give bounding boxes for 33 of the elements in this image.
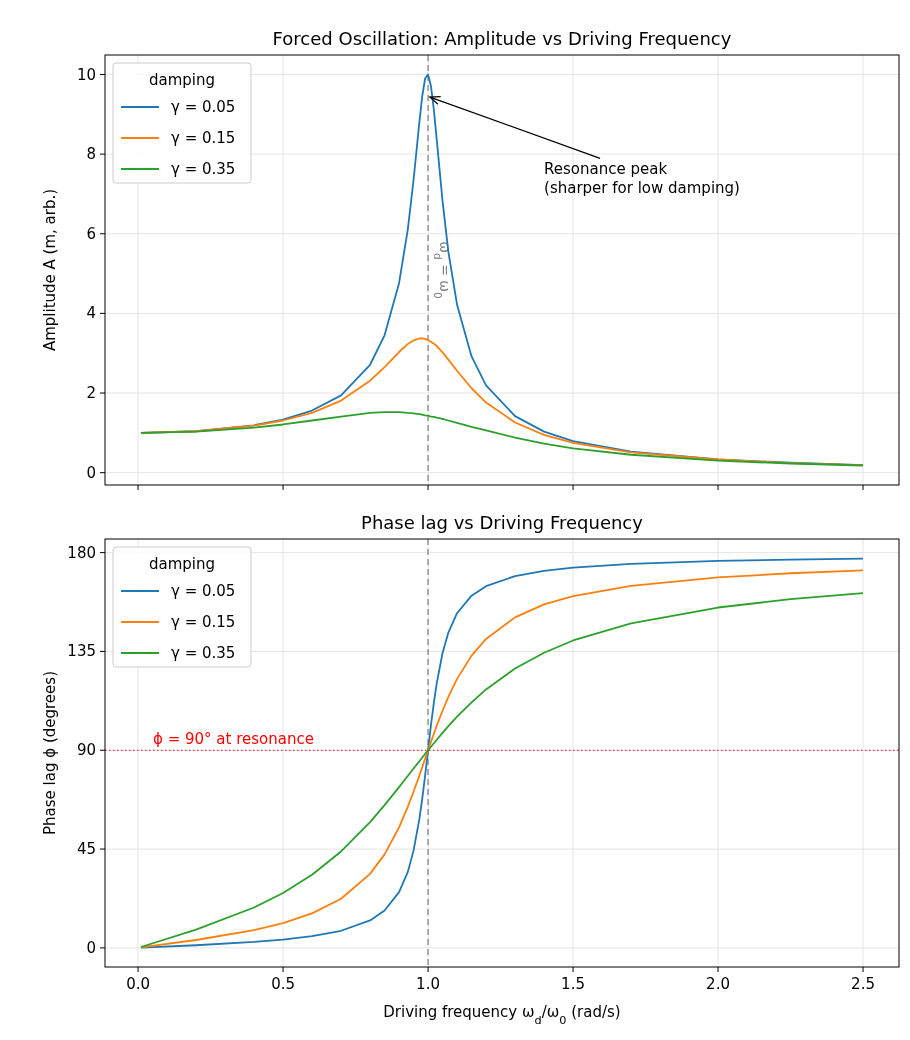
y-tick-label: 8 bbox=[86, 145, 96, 164]
y-axis-title: Phase lag ϕ (degrees) bbox=[41, 671, 59, 835]
y-tick-label: 4 bbox=[86, 304, 96, 323]
chart-title: Phase lag vs Driving Frequency bbox=[361, 512, 644, 533]
legend-title: damping bbox=[148, 71, 216, 89]
y-tick-label: 2 bbox=[86, 384, 96, 403]
x-tick-label: 2.5 bbox=[851, 975, 875, 993]
legend-label: γ = 0.35 bbox=[171, 644, 236, 662]
legend-label: γ = 0.15 bbox=[171, 613, 236, 631]
y-tick-label: 10 bbox=[76, 65, 96, 84]
x-tick-label: 0.5 bbox=[271, 975, 295, 993]
ref-line-label: ϕ = 90° at resonance bbox=[153, 730, 314, 749]
legend-label: γ = 0.05 bbox=[171, 98, 236, 116]
y-tick-label: 135 bbox=[67, 642, 96, 661]
y-axis-title: Amplitude A (m, arb.) bbox=[41, 188, 59, 352]
chart-title: Forced Oscillation: Amplitude vs Driving Frequency bbox=[272, 28, 732, 49]
x-tick-label: 1.5 bbox=[561, 975, 585, 993]
line-series bbox=[140, 411, 864, 467]
y-tick-label: 45 bbox=[76, 840, 96, 859]
legend-title: damping bbox=[148, 555, 216, 573]
legend-label: γ = 0.15 bbox=[171, 129, 236, 147]
annotation: Resonance peak (sharper for low damping) bbox=[544, 160, 740, 198]
x-tick-label: 0.0 bbox=[126, 975, 150, 993]
x-axis-title: Driving frequency ω$_{d}$/ω$_{0}$ (rad/s) bbox=[383, 1003, 621, 1027]
legend-label: γ = 0.05 bbox=[171, 582, 236, 600]
x-tick-label: 2.0 bbox=[706, 975, 730, 993]
y-tick-label: 180 bbox=[67, 543, 96, 562]
y-tick-label: 6 bbox=[86, 224, 96, 243]
y-tick-label: 0 bbox=[86, 938, 96, 957]
x-tick-label: 1.0 bbox=[416, 975, 440, 993]
y-tick-label: 0 bbox=[86, 463, 96, 482]
y-tick-label: 90 bbox=[76, 741, 96, 760]
legend-label: γ = 0.35 bbox=[171, 160, 236, 178]
